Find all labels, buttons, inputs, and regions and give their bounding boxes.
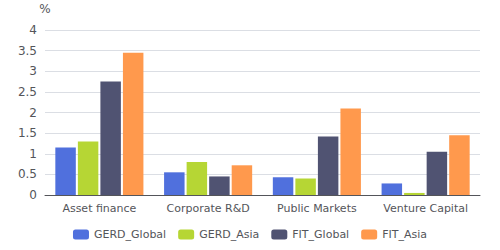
- svg-text:2.5: 2.5: [18, 85, 37, 99]
- svg-text:Corporate R&D: Corporate R&D: [167, 202, 250, 215]
- svg-text:2: 2: [29, 106, 37, 120]
- svg-text:3: 3: [29, 64, 37, 78]
- svg-text:4: 4: [29, 23, 37, 37]
- svg-text:Public Markets: Public Markets: [277, 202, 357, 215]
- svg-text:GERD_Asia: GERD_Asia: [199, 228, 259, 241]
- svg-text:%: %: [39, 2, 50, 16]
- svg-text:1: 1: [29, 147, 37, 161]
- svg-text:Venture Capital: Venture Capital: [383, 202, 468, 215]
- svg-text:1.5: 1.5: [18, 126, 37, 140]
- svg-text:GERD_Global: GERD_Global: [94, 228, 166, 241]
- svg-text:Asset finance: Asset finance: [62, 202, 136, 215]
- svg-text:0: 0: [29, 188, 37, 202]
- svg-text:FIT_Global: FIT_Global: [292, 228, 349, 241]
- svg-text:0.5: 0.5: [18, 167, 37, 181]
- svg-text:FIT_Asia: FIT_Asia: [382, 228, 427, 241]
- svg-text:3.5: 3.5: [18, 44, 37, 58]
